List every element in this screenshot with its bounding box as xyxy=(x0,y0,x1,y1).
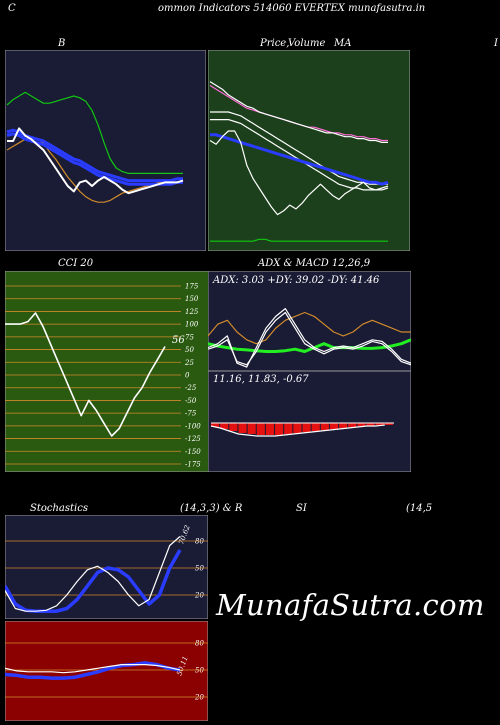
macd-bar xyxy=(211,423,220,427)
macd-bar xyxy=(256,423,265,435)
macd-bar xyxy=(375,423,384,425)
stoch-params: (14,3,3) & R xyxy=(180,503,243,514)
macd-bar xyxy=(275,423,284,435)
rsi-series-blue-0 xyxy=(5,661,181,680)
macd-bar xyxy=(284,423,293,434)
price-ma-background xyxy=(208,50,410,251)
rsi-tick-label: 20 xyxy=(194,694,204,702)
cci-line xyxy=(5,312,166,437)
macd-bar xyxy=(247,423,256,434)
cci-tick-label: -125 xyxy=(185,435,201,443)
price-title-ma: MA xyxy=(334,38,352,49)
macd-bar xyxy=(320,423,329,430)
adx-title: ADX & MACD 12,26,9 xyxy=(258,258,371,269)
price-series-white-2 xyxy=(210,111,388,185)
stoch-tick-label: 50 xyxy=(195,565,204,573)
bollinger-series-white-4 xyxy=(7,127,184,195)
si-title: SI xyxy=(296,503,307,514)
price-series-green-6 xyxy=(210,238,388,242)
cci-tick-label: 75 xyxy=(185,333,194,341)
macd-readout: 11.16, 11.83, -0.67 xyxy=(213,374,309,385)
macd-bar xyxy=(302,423,311,432)
adx-readout: ADX: 3.03 +DY: 39.02 -DY: 41.46 xyxy=(213,275,380,286)
cci-last-value: 56 xyxy=(172,335,185,346)
bollinger-series-blue-2 xyxy=(6,128,183,183)
macd-bar xyxy=(339,423,348,428)
cci-tick-label: -25 xyxy=(185,384,197,392)
macd-bar xyxy=(329,423,339,429)
macd-bar xyxy=(311,423,320,431)
macd-bar xyxy=(366,423,375,426)
price-title: Price, xyxy=(260,38,290,49)
macd-bar xyxy=(229,423,238,431)
cci-tick-label: 175 xyxy=(185,283,199,291)
cci-tick-label: -100 xyxy=(185,422,201,430)
macd-line xyxy=(210,424,385,437)
rsi-tick-label: 80 xyxy=(195,640,204,648)
cci-tick-label: 25 xyxy=(184,359,194,367)
stoch-series-white-1 xyxy=(5,536,181,612)
brand-watermark: MunafaSutra.com xyxy=(216,588,485,622)
price-series-white-1 xyxy=(209,81,388,144)
rsi-tick-label: 50 xyxy=(195,667,204,675)
price-series-white-5 xyxy=(209,130,389,216)
stoch-tick-label: 80 xyxy=(195,538,204,546)
price-ma-chart xyxy=(208,50,410,251)
si-params: (14,5 xyxy=(406,503,433,514)
price-title-overlap: Volume xyxy=(288,38,326,49)
cci-tick-label: 0 xyxy=(185,372,190,380)
macd-bar xyxy=(265,423,275,435)
macd-bar xyxy=(357,423,366,426)
bollinger-background xyxy=(5,50,206,251)
header-left-char: C xyxy=(8,3,16,14)
adx-series-orange-0 xyxy=(208,311,411,345)
bollinger-chart xyxy=(5,50,206,251)
cci-tick-label: -175 xyxy=(185,461,201,469)
stoch-title: Stochastics xyxy=(30,503,88,514)
macd-bar xyxy=(293,423,302,433)
adx-series-white-3 xyxy=(208,311,411,366)
rsi-series-white-1 xyxy=(5,663,181,674)
cci-tick-label: 150 xyxy=(185,295,199,303)
adx-series-white-2 xyxy=(208,307,411,368)
stoch-tick-label: 20 xyxy=(194,592,204,600)
cci-tick-label: 100 xyxy=(185,321,199,329)
bollinger-series-green-0 xyxy=(6,91,183,175)
macd-bar xyxy=(384,423,393,425)
cci-tick-label: -150 xyxy=(185,448,201,456)
bb-title: B xyxy=(58,38,66,49)
cci-tick-label: 125 xyxy=(185,308,199,316)
cci-title: CCI 20 xyxy=(58,258,94,269)
adx-macd-chart xyxy=(208,271,411,472)
page-title: ommon Indicators 514060 EVERTEX munafasu… xyxy=(158,3,426,14)
adx-series-bright_green-1 xyxy=(208,338,411,353)
macd-bar xyxy=(220,423,229,429)
cci-tick-label: -50 xyxy=(185,397,197,405)
cci-background xyxy=(5,271,209,472)
price-series-blue-4 xyxy=(210,133,389,186)
macd-bar xyxy=(238,423,247,433)
cci-chart: 175 150 125 100 75 50 25 0 -25 -50 -75 -100 -125 -150… xyxy=(5,271,209,472)
cci-tick-label: -75 xyxy=(185,410,197,418)
cci-axis: 175 150 125 100 75 50 25 0 -25 -50 -75 -100 -125 -150… xyxy=(184,283,201,469)
cci-tick-label: 50 xyxy=(185,346,194,354)
macd-bar xyxy=(348,423,357,427)
right-edge-char: I xyxy=(494,38,498,49)
